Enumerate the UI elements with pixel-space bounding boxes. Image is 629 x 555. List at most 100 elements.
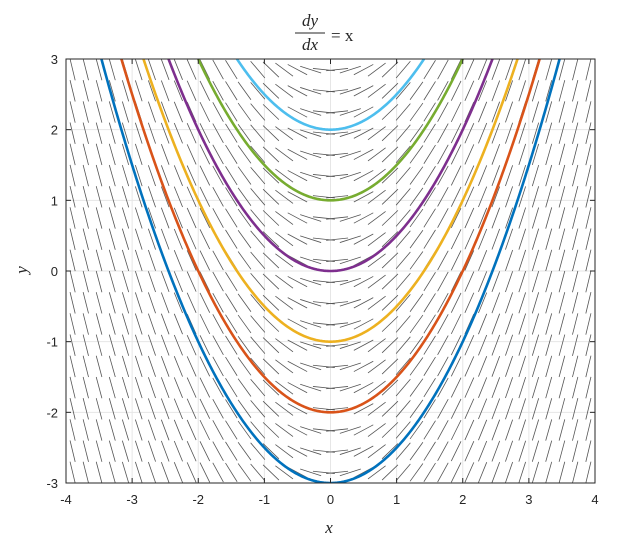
slope-segment	[134, 80, 143, 102]
slope-segment	[173, 398, 183, 420]
slope-segment	[381, 400, 399, 417]
slope-segment	[95, 270, 103, 293]
slope-segment	[545, 461, 553, 483]
slope-segment	[237, 420, 252, 440]
slope-segment	[147, 101, 156, 123]
slope-segment	[262, 337, 280, 354]
slope-segment	[121, 398, 130, 420]
slope-segment	[437, 462, 449, 483]
slope-segment	[518, 59, 527, 81]
slope-segment	[237, 102, 252, 122]
slope-segment	[121, 355, 130, 378]
slope-segment	[505, 461, 514, 483]
slope-segment	[353, 276, 374, 288]
slope-segment	[531, 101, 540, 123]
slope-segment	[160, 186, 170, 208]
slope-segment	[160, 398, 170, 420]
slope-segment	[134, 122, 143, 144]
slope-segment	[478, 101, 488, 123]
slope-segment	[250, 336, 266, 354]
slope-segment	[212, 356, 224, 377]
slope-segment	[262, 358, 280, 375]
slope-segment	[367, 295, 386, 310]
slope-segment	[339, 214, 361, 222]
slope-segment	[225, 187, 238, 207]
slope-segment	[69, 101, 76, 123]
slope-segment	[531, 186, 540, 208]
slope-segment	[491, 440, 501, 462]
slope-segment	[572, 419, 579, 441]
slope-segment	[381, 61, 399, 78]
slope-segment	[108, 355, 116, 378]
slope-segment	[225, 166, 238, 186]
slope-segment	[160, 292, 170, 314]
slope-segment	[160, 461, 170, 483]
slope-segment	[237, 81, 252, 100]
slope-segment	[95, 59, 103, 81]
slope-segment	[250, 230, 266, 248]
slope-segment	[287, 276, 308, 288]
slope-segment	[212, 208, 224, 228]
slope-segment	[545, 101, 553, 123]
slope-segment	[82, 207, 89, 229]
slope-segment	[160, 59, 170, 81]
slope-segment	[326, 131, 349, 135]
slope-segment	[82, 101, 89, 123]
slope-segment	[147, 461, 156, 483]
slope-segment	[395, 82, 411, 100]
slope-segment	[395, 60, 411, 79]
slope-segment	[275, 274, 294, 289]
slope-segment	[108, 143, 116, 166]
slope-segment	[478, 207, 488, 229]
slope-segment	[262, 167, 280, 184]
slope-segment	[531, 228, 540, 250]
slope-segment	[300, 171, 322, 180]
slope-segment	[69, 461, 76, 483]
slope-segment	[353, 191, 374, 203]
slope-segment	[262, 82, 280, 99]
slope-segment	[186, 165, 197, 186]
slope-segment	[505, 377, 514, 399]
slope-segment	[545, 186, 553, 208]
slope-segment	[464, 377, 475, 398]
slope-segment	[395, 442, 411, 460]
slope-segment	[572, 249, 579, 272]
slope-segment	[491, 101, 501, 123]
slope-segment	[558, 355, 566, 378]
slope-segment	[237, 442, 252, 461]
slope-segment	[381, 82, 399, 99]
slope-segment	[437, 335, 449, 356]
slope-segment	[173, 101, 183, 123]
slope-segment	[287, 233, 308, 245]
slope-segment	[531, 270, 540, 293]
slope-segment	[186, 122, 197, 144]
slope-segment	[558, 228, 566, 250]
slope-segment	[423, 335, 436, 355]
slope-segment	[121, 228, 130, 250]
slope-segment	[437, 186, 449, 207]
slope-segment	[95, 376, 103, 399]
slope-segment	[518, 186, 527, 208]
slope-segment	[572, 270, 579, 293]
slope-segment	[409, 102, 424, 122]
slope-segment	[95, 164, 103, 187]
slope-segment	[121, 207, 130, 229]
slope-segment	[69, 143, 76, 166]
slope-segment	[409, 81, 424, 100]
slope-segment	[160, 355, 170, 377]
slope-segment	[199, 80, 211, 101]
slope-segment	[212, 335, 224, 356]
slope-segment	[409, 463, 424, 482]
slope-segment	[121, 122, 130, 144]
slope-segment	[558, 270, 566, 293]
slope-segment	[108, 186, 116, 208]
slope-segment	[395, 400, 411, 418]
slope-segment	[95, 122, 103, 144]
slope-segment	[381, 464, 399, 481]
slope-segment	[262, 443, 280, 460]
slope-segment	[287, 382, 308, 394]
slope-segment	[121, 101, 130, 123]
slope-segment	[225, 441, 238, 461]
slope-segment	[545, 270, 553, 293]
